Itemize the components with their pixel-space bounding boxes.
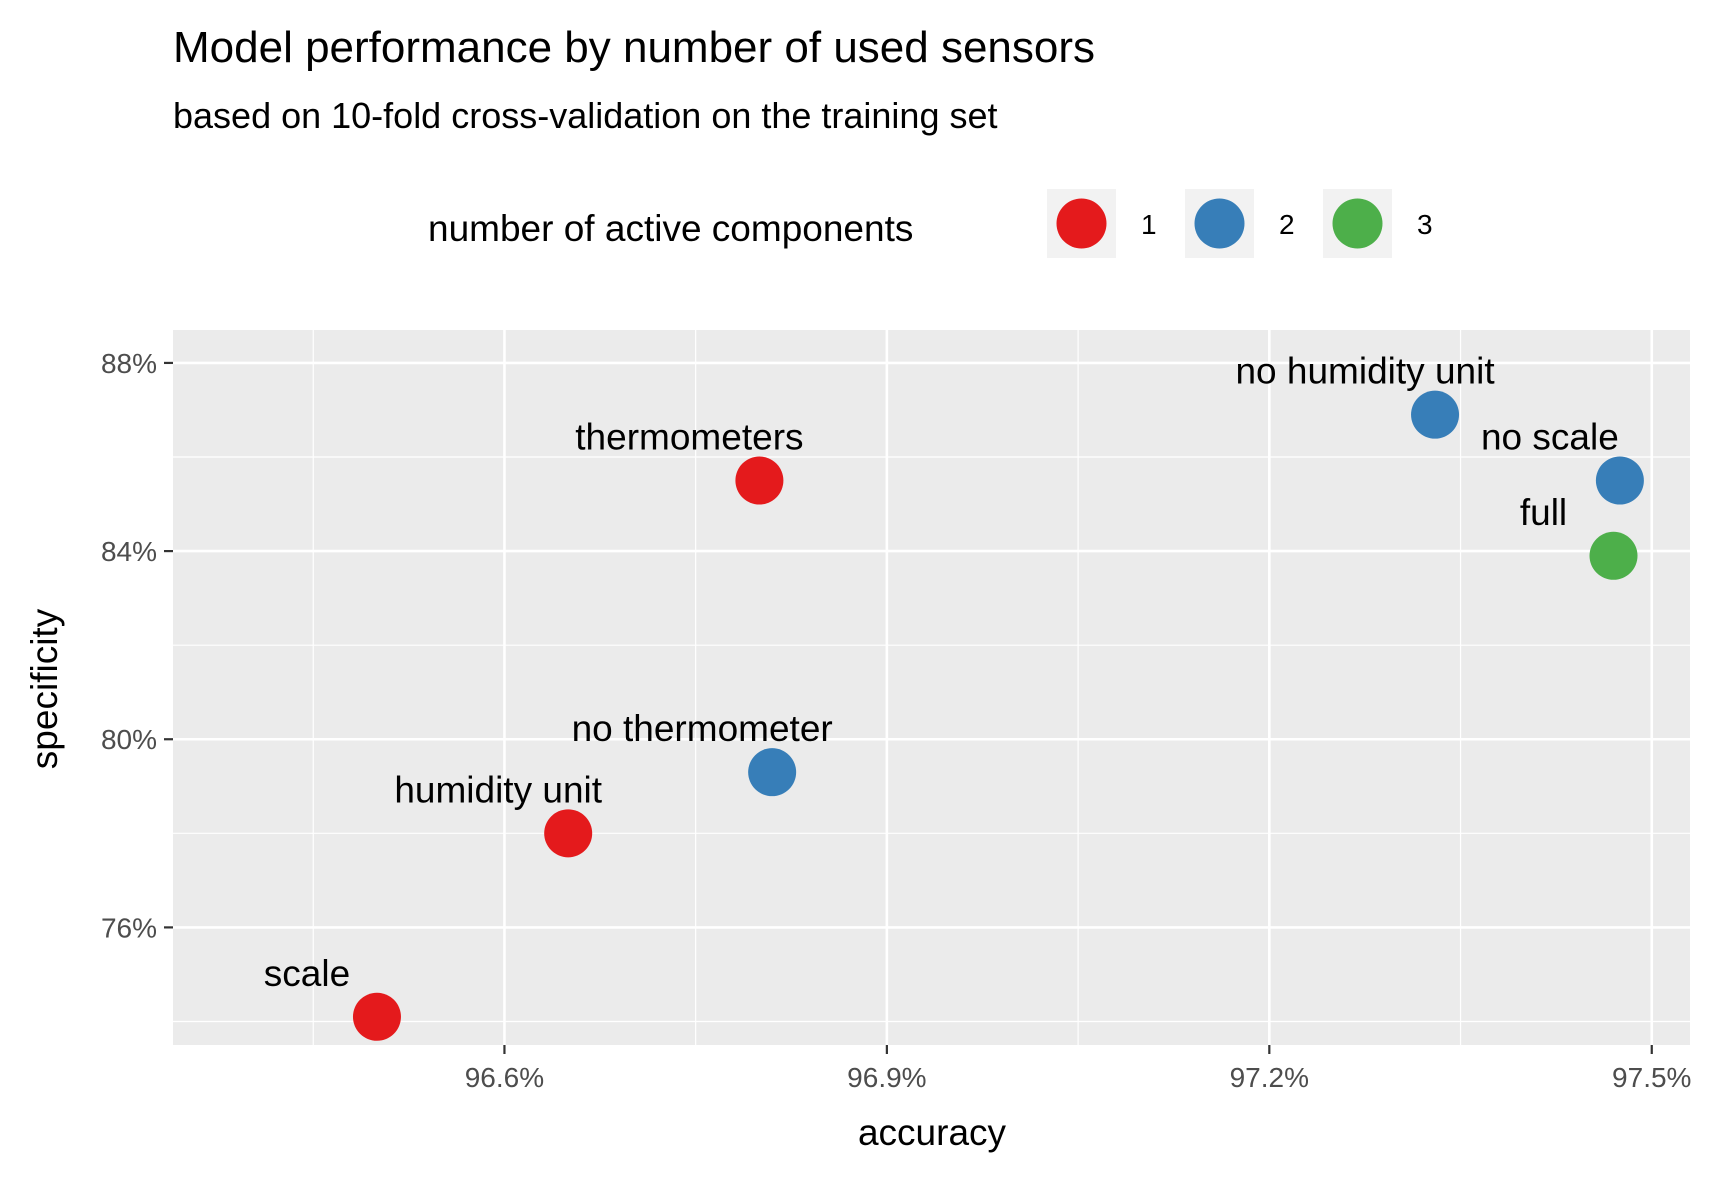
axes: 96.6% 96.9% 97.2% 97.5% 76% 80% 84% 88% bbox=[101, 348, 1692, 1093]
x-axis-title: accuracy bbox=[858, 1112, 1007, 1153]
point-labels: scale humidity unit thermometers no thermom… bbox=[264, 351, 1619, 994]
point-label: no scale bbox=[1481, 417, 1619, 458]
data-point bbox=[544, 809, 593, 858]
data-point bbox=[1589, 531, 1638, 580]
points bbox=[352, 390, 1644, 1041]
chart-subtitle: based on 10-fold cross-validation on the… bbox=[173, 95, 998, 136]
x-tick-label: 96.6% bbox=[465, 1062, 544, 1093]
legend-label: 1 bbox=[1141, 209, 1157, 240]
data-point bbox=[1411, 390, 1460, 439]
point-label: no humidity unit bbox=[1235, 351, 1495, 392]
data-point bbox=[748, 748, 797, 797]
y-tick-label: 80% bbox=[101, 724, 157, 755]
chart-title: Model performance by number of used sens… bbox=[173, 23, 1095, 72]
legend-marker bbox=[1056, 198, 1107, 249]
legend-marker bbox=[1332, 198, 1383, 249]
y-axis-title: specificity bbox=[24, 608, 65, 769]
legend-label: 3 bbox=[1417, 209, 1433, 240]
point-label: scale bbox=[264, 953, 350, 994]
plot-panel bbox=[173, 330, 1690, 1045]
legend-marker bbox=[1194, 198, 1245, 249]
legend-title: number of active components bbox=[428, 208, 913, 249]
data-point bbox=[1595, 456, 1644, 505]
y-tick-label: 88% bbox=[101, 348, 157, 379]
data-point bbox=[352, 992, 401, 1041]
x-tick-label: 97.5% bbox=[1612, 1062, 1691, 1093]
data-point bbox=[735, 456, 784, 505]
x-tick-label: 96.9% bbox=[847, 1062, 926, 1093]
point-label: thermometers bbox=[575, 417, 803, 458]
legend-label: 2 bbox=[1279, 209, 1295, 240]
point-label: no thermometer bbox=[572, 708, 833, 749]
x-tick-label: 97.2% bbox=[1230, 1062, 1309, 1093]
legend: number of active components 1 2 3 bbox=[428, 189, 1433, 258]
y-tick-label: 84% bbox=[101, 536, 157, 567]
point-label: full bbox=[1520, 492, 1567, 533]
grid bbox=[173, 330, 1690, 1045]
y-tick-label: 76% bbox=[101, 912, 157, 943]
point-label: humidity unit bbox=[394, 769, 602, 810]
